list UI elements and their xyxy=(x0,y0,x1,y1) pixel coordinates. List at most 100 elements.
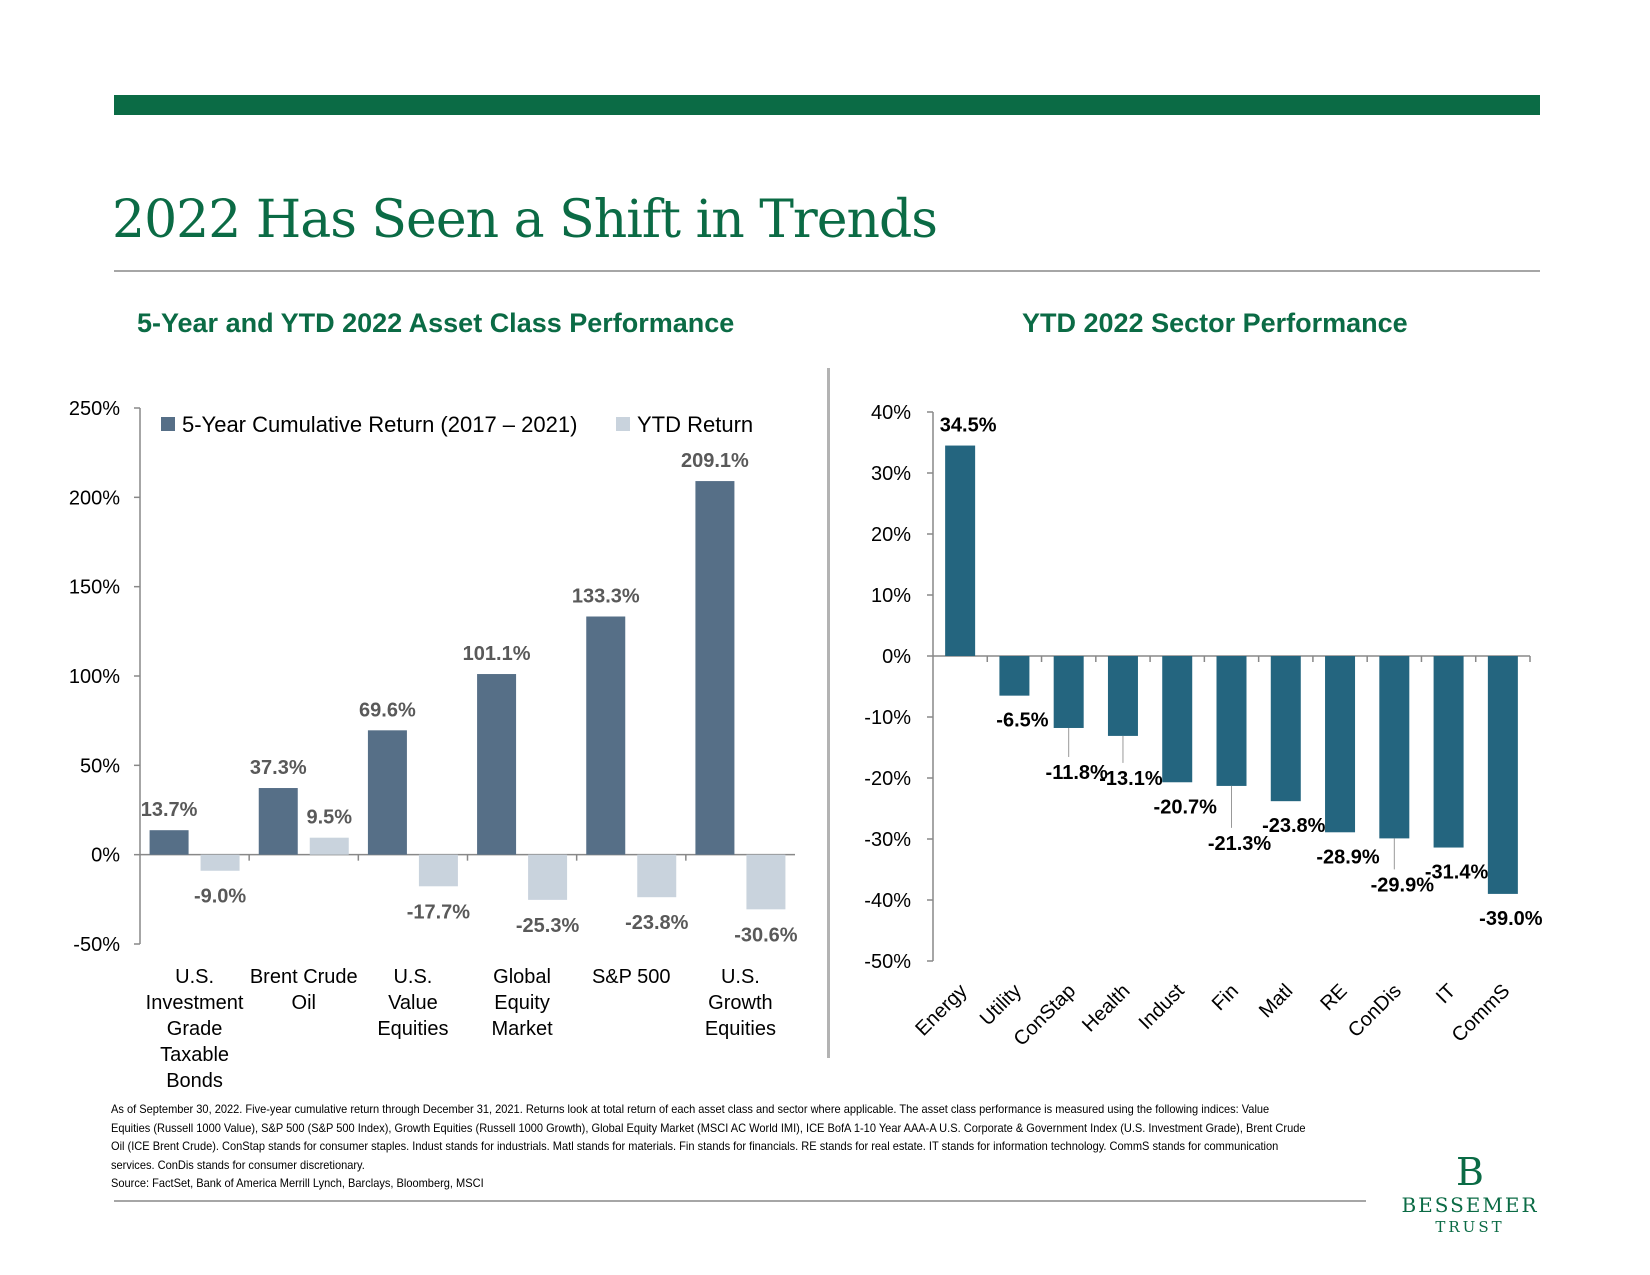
ytd-bar xyxy=(746,854,786,910)
asset-y-tick-label: 250% xyxy=(69,398,120,420)
page-title: 2022 Has Seen a Shift in Trends xyxy=(112,190,938,250)
five-year-bar xyxy=(258,788,298,855)
sector-bar xyxy=(1216,656,1247,786)
sector-bar xyxy=(999,656,1030,696)
asset-category-label: Bonds xyxy=(166,1070,223,1092)
sector-category-label: ConDis xyxy=(1344,980,1406,1042)
asset-y-tick-label: -50% xyxy=(73,934,120,956)
asset-category-label: Investment xyxy=(146,992,244,1014)
five-year-data-label: 133.3% xyxy=(572,586,640,608)
sector-category-label: Utility xyxy=(976,980,1026,1030)
asset-y-tick-label: 50% xyxy=(80,755,120,777)
sector-category-label: Health xyxy=(1078,980,1134,1036)
bessemer-logo-mark: B xyxy=(1456,1150,1484,1194)
legend-label-ytd: YTD Return xyxy=(637,412,753,437)
sector-data-label: -23.8% xyxy=(1262,815,1326,837)
asset-category-label: Value xyxy=(388,992,438,1014)
five-year-data-label: 101.1% xyxy=(463,643,531,665)
sector-category-label: Matl xyxy=(1255,980,1297,1022)
ytd-data-label: -9.0% xyxy=(194,886,246,908)
sector-bar xyxy=(1107,656,1138,736)
sector-y-tick-label: 30% xyxy=(871,463,911,485)
ytd-data-label: 9.5% xyxy=(306,807,352,829)
sector-data-label: -39.0% xyxy=(1479,908,1543,930)
five-year-data-label: 37.3% xyxy=(250,757,307,779)
sector-y-tick-label: 0% xyxy=(882,646,911,668)
sector-bar xyxy=(1379,656,1410,839)
five-year-data-label: 69.6% xyxy=(359,699,416,721)
sector-bar xyxy=(1270,656,1301,802)
sector-bar xyxy=(1487,656,1518,894)
sector-category-label: Energy xyxy=(911,980,971,1040)
five-year-data-label: 209.1% xyxy=(681,450,749,472)
sector-data-label: -20.7% xyxy=(1154,796,1218,818)
asset-category-label: Grade xyxy=(167,1018,223,1040)
footnote-source: Source: FactSet, Bank of America Merrill… xyxy=(111,1176,484,1190)
sector-y-tick-label: -20% xyxy=(864,768,911,790)
asset-y-tick-label: 150% xyxy=(69,577,120,599)
asset-category-label: U.S. xyxy=(393,966,432,988)
sector-chart-title: YTD 2022 Sector Performance xyxy=(1022,308,1408,338)
sector-y-tick-label: -50% xyxy=(864,951,911,973)
asset-y-tick-label: 200% xyxy=(69,487,120,509)
sector-data-label: -31.4% xyxy=(1425,862,1489,884)
sector-bar xyxy=(945,445,976,656)
ytd-data-label: -17.7% xyxy=(407,901,471,923)
ytd-bar xyxy=(309,837,349,855)
asset-category-label: Global xyxy=(493,966,551,988)
sector-data-label: -29.9% xyxy=(1371,874,1435,896)
sector-data-label: -21.3% xyxy=(1208,833,1272,855)
sector-data-label: -13.1% xyxy=(1099,768,1163,790)
five-year-bar xyxy=(149,830,189,855)
sector-y-tick-label: 20% xyxy=(871,524,911,546)
sector-bar xyxy=(1162,656,1193,783)
sector-category-label: CommS xyxy=(1448,980,1515,1047)
asset-category-label: Equity xyxy=(494,992,550,1014)
sector-y-tick-label: -40% xyxy=(864,890,911,912)
sector-bar xyxy=(1325,656,1356,833)
legend-swatch-ytd xyxy=(616,417,630,431)
bessemer-logo-name: BESSEMER xyxy=(1401,1193,1539,1217)
sector-y-tick-label: 10% xyxy=(871,585,911,607)
asset-category-label: S&P 500 xyxy=(592,966,671,988)
asset-category-label: U.S. xyxy=(721,966,760,988)
ytd-bar xyxy=(418,854,458,887)
top-accent-bar xyxy=(114,95,1540,115)
footer-divider xyxy=(114,1200,1366,1202)
sector-y-tick-label: -30% xyxy=(864,829,911,851)
sector-data-label: -6.5% xyxy=(996,710,1048,732)
sector-data-label: 34.5% xyxy=(940,415,997,437)
sector-category-label: Fin xyxy=(1208,980,1243,1015)
title-divider xyxy=(114,270,1540,272)
asset-category-label: Market xyxy=(492,1018,554,1040)
legend-label-five-year: 5-Year Cumulative Return (2017 – 2021) xyxy=(182,412,577,437)
ytd-bar xyxy=(637,854,677,898)
asset-chart-title: 5-Year and YTD 2022 Asset Class Performa… xyxy=(137,308,735,338)
ytd-bar xyxy=(200,854,240,871)
asset-y-tick-label: 0% xyxy=(91,845,120,867)
five-year-data-label: 13.7% xyxy=(141,799,198,821)
five-year-bar xyxy=(695,481,735,855)
chart-divider xyxy=(827,368,830,1058)
asset-category-label: Taxable xyxy=(160,1044,229,1066)
ytd-data-label: -25.3% xyxy=(516,915,580,937)
sector-bar xyxy=(1433,656,1464,848)
five-year-bar xyxy=(586,616,626,855)
sector-data-label: -11.8% xyxy=(1046,762,1108,784)
ytd-data-label: -30.6% xyxy=(734,924,798,946)
ytd-data-label: -23.8% xyxy=(625,912,689,934)
footnote-text: As of September 30, 2022. Five-year cumu… xyxy=(111,1102,1306,1172)
sector-y-tick-label: -10% xyxy=(864,707,911,729)
footnote: As of September 30, 2022. Five-year cumu… xyxy=(111,1100,1307,1193)
asset-category-label: Equities xyxy=(377,1018,448,1040)
sector-bar xyxy=(1053,656,1084,728)
bessemer-logo-sub: TRUST xyxy=(1435,1218,1505,1236)
asset-category-label: U.S. xyxy=(175,966,214,988)
asset-category-label: Oil xyxy=(292,992,316,1014)
sector-category-label: RE xyxy=(1316,980,1351,1015)
ytd-bar xyxy=(528,854,568,900)
sector-y-tick-label: 40% xyxy=(871,402,911,424)
sector-category-label: Indust xyxy=(1135,980,1189,1034)
asset-y-tick-label: 100% xyxy=(69,666,120,688)
